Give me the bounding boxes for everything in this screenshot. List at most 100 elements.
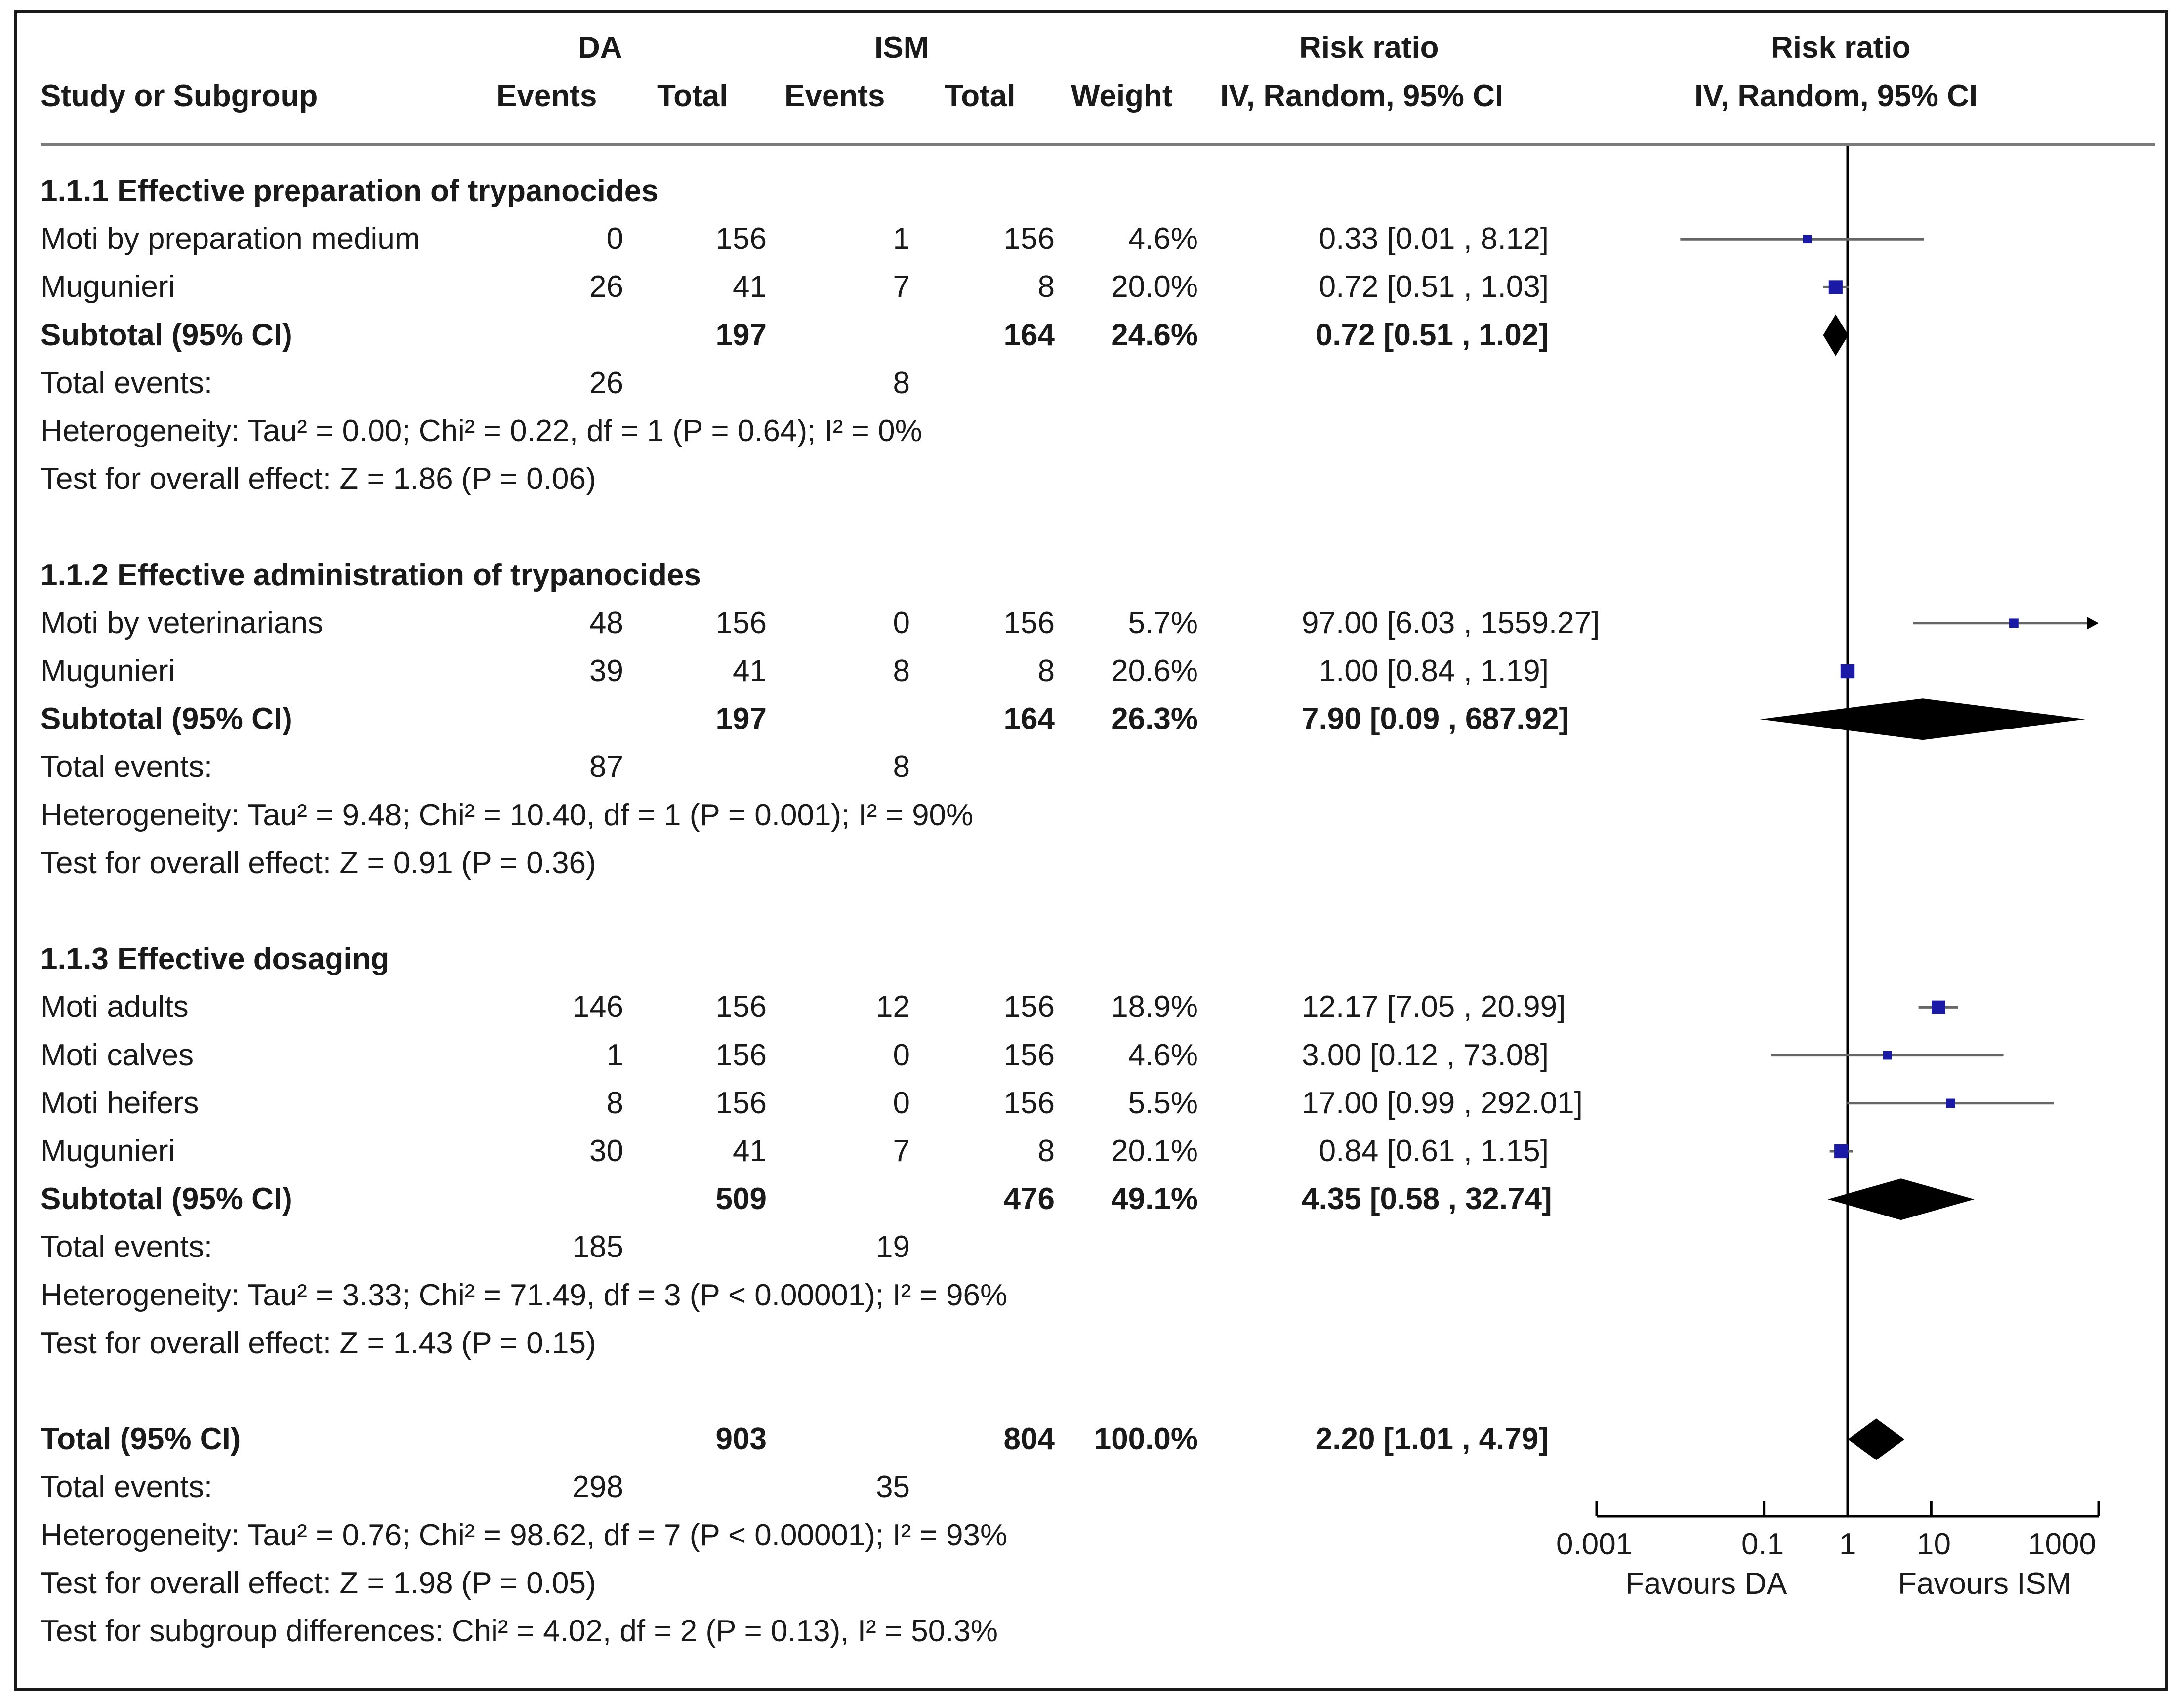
study-ci: 3.00 [0.12 , 73.08]: [1302, 1038, 1549, 1072]
study-total-da: 156: [715, 606, 767, 640]
study-total-da: 41: [733, 270, 767, 304]
header-group1: DA: [578, 31, 622, 65]
study-effect-marker: [1931, 1000, 1945, 1014]
subtotal-label: Subtotal (95% CI): [41, 318, 292, 352]
pooled-effect-diamond: [1848, 1418, 1905, 1460]
study-total-da: 41: [733, 654, 767, 688]
study-events-ism: 1: [893, 222, 910, 256]
subtotal-ci: 0.72 [0.51 , 1.02]: [1315, 318, 1549, 352]
pooled-effect-diamond: [1760, 698, 2085, 740]
header-total-da: Total: [657, 79, 728, 113]
total-events-label: Total events:: [41, 365, 213, 400]
study-name: Moti heifers: [41, 1086, 199, 1120]
study-ci: 0.72 [0.51 , 1.03]: [1319, 270, 1549, 304]
total-events-label: Total events:: [41, 1230, 213, 1264]
study-events-da: 0: [606, 222, 623, 256]
favours-da-label: Favours DA: [1625, 1567, 1787, 1601]
subtotal-ci: 7.90 [0.09 , 687.92]: [1302, 702, 1569, 736]
study-weight: 18.9%: [1111, 990, 1198, 1024]
study-name: Mugunieri: [41, 270, 175, 304]
study-events-ism: 0: [893, 606, 910, 640]
tick-label-0.001: 0.001: [1556, 1527, 1633, 1561]
total-events-da: 185: [572, 1230, 623, 1264]
study-total-ism: 156: [1003, 1038, 1055, 1072]
pooled-effect-diamond: [1827, 1178, 1975, 1220]
study-total-ism: 156: [1003, 606, 1055, 640]
study-weight: 5.5%: [1128, 1086, 1198, 1120]
study-effect-marker: [1834, 1144, 1849, 1159]
study-total-da: 156: [715, 1038, 767, 1072]
study-weight: 20.0%: [1111, 270, 1198, 304]
study-events-da: 8: [606, 1086, 623, 1120]
study-total-ism: 156: [1003, 1086, 1055, 1120]
study-effect-marker: [1840, 664, 1855, 679]
study-effect-marker: [1828, 280, 1843, 294]
total-heterogeneity-text: Heterogeneity: Tau² = 0.76; Chi² = 98.62…: [41, 1518, 1008, 1552]
header-plot-method: IV, Random, 95% CI: [1694, 79, 1978, 113]
header-group2: ISM: [874, 31, 929, 65]
heterogeneity-text: Heterogeneity: Tau² = 9.48; Chi² = 10.40…: [41, 798, 974, 832]
study-events-da: 39: [589, 654, 623, 688]
subtotal-label: Subtotal (95% CI): [41, 1182, 292, 1216]
study-events-da: 146: [572, 990, 623, 1024]
study-total-da: 156: [715, 222, 767, 256]
total-events-da: 87: [589, 750, 623, 784]
study-effect-marker: [1883, 1051, 1892, 1060]
study-weight: 20.1%: [1111, 1134, 1198, 1168]
overall-effect-text: Test for overall effect: Z = 1.86 (P = 0…: [41, 462, 596, 496]
subtotal-total-ism: 476: [1003, 1182, 1055, 1216]
study-total-ism: 156: [1003, 990, 1055, 1024]
tick-label-0.1: 0.1: [1741, 1527, 1784, 1561]
study-name: Mugunieri: [41, 1134, 175, 1168]
tick-label-10: 10: [1917, 1527, 1951, 1561]
study-effect-marker: [1803, 235, 1812, 244]
subtotal-weight: 26.3%: [1111, 702, 1198, 736]
subtotal-label: Subtotal (95% CI): [41, 702, 292, 736]
subgroup-title: 1.1.1 Effective preparation of trypanoci…: [41, 174, 659, 208]
study-name: Moti by preparation medium: [41, 222, 420, 256]
header-events-ism: Events: [784, 79, 885, 113]
subgroup-title: 1.1.3 Effective dosaging: [41, 942, 390, 976]
tick-label-1: 1: [1839, 1527, 1856, 1561]
study-effect-marker: [1946, 1098, 1955, 1108]
favours-ism-label: Favours ISM: [1898, 1567, 2072, 1601]
study-weight: 4.6%: [1128, 1038, 1198, 1072]
study-events-ism: 7: [893, 270, 910, 304]
subtotal-total-ism: 164: [1003, 702, 1055, 736]
study-name: Mugunieri: [41, 654, 175, 688]
subtotal-total-da: 509: [715, 1182, 767, 1216]
study-total-ism: 8: [1037, 270, 1055, 304]
study-name: Moti adults: [41, 990, 189, 1024]
heterogeneity-text: Heterogeneity: Tau² = 0.00; Chi² = 0.22,…: [41, 414, 922, 448]
subtotal-total-da: 197: [715, 702, 767, 736]
subtotal-weight: 49.1%: [1111, 1182, 1198, 1216]
study-effect-marker: [2009, 618, 2019, 628]
study-events-da: 1: [606, 1038, 623, 1072]
total-events-ism: 35: [876, 1470, 910, 1504]
total-events-ism: 8: [893, 365, 910, 400]
study-name: Moti calves: [41, 1038, 194, 1072]
total-events-da: 298: [572, 1470, 623, 1504]
study-ci: 0.84 [0.61 , 1.15]: [1319, 1134, 1549, 1168]
study-weight: 20.6%: [1111, 654, 1198, 688]
header-total-ism: Total: [945, 79, 1016, 113]
study-ci-arrow: [2087, 616, 2099, 630]
figure-border: [14, 10, 2168, 1691]
header-events-da: Events: [496, 79, 597, 113]
subtotal-ci: 4.35 [0.58 , 32.74]: [1302, 1182, 1552, 1216]
total-weight: 100.0%: [1094, 1422, 1198, 1457]
header-weight: Weight: [1071, 79, 1173, 113]
study-weight: 4.6%: [1128, 222, 1198, 256]
total-overall-effect-text: Test for overall effect: Z = 1.98 (P = 0…: [41, 1566, 596, 1600]
study-ci: 0.33 [0.01 , 8.12]: [1319, 222, 1549, 256]
study-weight: 5.7%: [1128, 606, 1198, 640]
study-events-ism: 7: [893, 1134, 910, 1168]
study-ci: 1.00 [0.84 , 1.19]: [1319, 654, 1549, 688]
study-total-da: 156: [715, 1086, 767, 1120]
study-events-ism: 12: [876, 990, 910, 1024]
total-ci: 2.20 [1.01 , 4.79]: [1315, 1422, 1549, 1457]
study-total-da: 41: [733, 1134, 767, 1168]
overall-effect-text: Test for overall effect: Z = 1.43 (P = 0…: [41, 1326, 596, 1360]
